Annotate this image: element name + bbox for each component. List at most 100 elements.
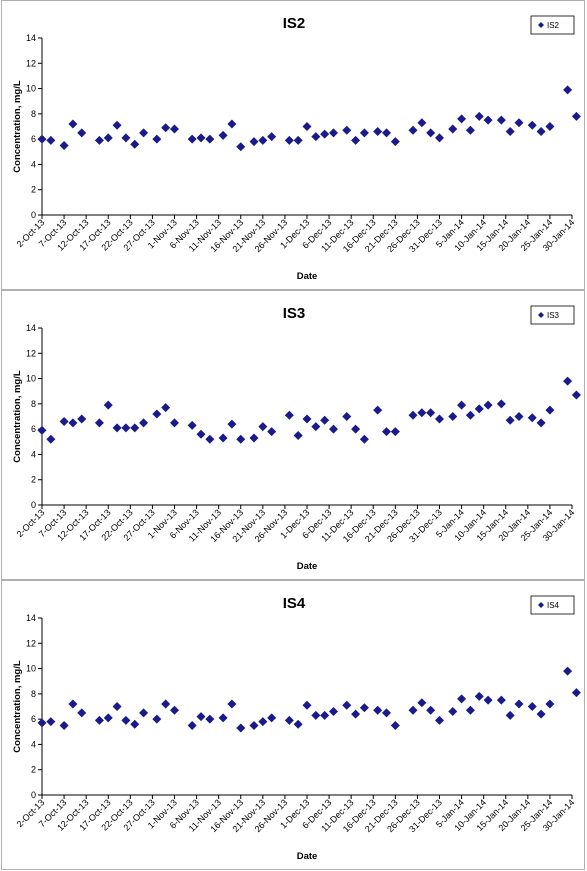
data-point [152, 134, 162, 144]
legend-box [530, 15, 575, 35]
data-point [408, 705, 418, 715]
data-point [218, 130, 228, 140]
data-point [77, 414, 87, 424]
data-point [435, 133, 444, 143]
data-point [68, 699, 78, 709]
y-tick-label: 2 [31, 185, 36, 195]
data-point [302, 122, 312, 131]
data-point [465, 410, 475, 420]
y-tick-label: 6 [31, 714, 36, 724]
data-point [417, 408, 427, 418]
legend-marker [538, 312, 544, 318]
data-point [320, 129, 330, 139]
data-point [187, 134, 197, 144]
data-point [545, 699, 555, 709]
data-point [426, 408, 436, 418]
data-point [311, 422, 321, 432]
data-point [527, 413, 537, 423]
data-point [258, 135, 268, 145]
data-point [112, 423, 122, 433]
data-point [205, 434, 215, 444]
data-point [448, 124, 458, 134]
data-point [249, 433, 259, 443]
data-point [103, 133, 113, 143]
chart-title: IS3 [283, 305, 306, 322]
data-point [571, 688, 581, 698]
y-tick-label: 6 [31, 424, 36, 434]
y-axis-label: Concentration, mg/L [12, 370, 23, 463]
chart-title: IS2 [283, 15, 306, 32]
data-point [457, 400, 467, 410]
data-point [536, 709, 546, 719]
data-point [170, 418, 179, 428]
y-tick-label: 14 [26, 613, 36, 623]
data-point [267, 132, 277, 142]
data-point [112, 120, 122, 130]
legend-label: IS4 [547, 601, 560, 610]
y-tick-label: 6 [31, 134, 36, 144]
chart-panel-is4: IS4 0 2 4 6 8 10 12 14 2-Oct-13 7-Oct-13 12-Oct-13 1… [1, 580, 585, 870]
legend-marker [538, 602, 544, 608]
data-point [77, 708, 87, 718]
data-point [37, 134, 47, 144]
data-point [382, 708, 391, 718]
data-point [474, 691, 484, 701]
data-point [77, 128, 87, 138]
data-point [284, 715, 294, 725]
x-axis-label: Date [297, 851, 318, 862]
data-point [351, 135, 361, 145]
data-point [236, 434, 246, 444]
data-point [474, 111, 484, 121]
data-point [408, 410, 418, 420]
data-point [545, 405, 555, 415]
data-point [311, 710, 321, 720]
data-point [563, 376, 573, 386]
data-point [267, 713, 277, 723]
data-point [196, 429, 206, 439]
data-point [46, 717, 56, 727]
data-point [258, 422, 268, 432]
data-point [139, 708, 149, 718]
y-tick-label: 12 [26, 348, 36, 358]
data-point [236, 142, 246, 152]
y-tick-label: 2 [31, 765, 36, 775]
y-tick-label: 10 [26, 664, 36, 674]
data-point [417, 698, 427, 708]
data-point [329, 128, 338, 138]
data-point [329, 707, 338, 717]
chart-is3: IS3024681012142-Oct-137-Oct-1312-Oct-131… [12, 305, 581, 572]
data-point [302, 414, 312, 424]
data-point [390, 720, 400, 730]
data-point [218, 433, 228, 443]
data-point [359, 703, 369, 713]
data-point [351, 424, 361, 434]
data-point [320, 710, 330, 720]
data-point [536, 127, 546, 137]
data-point [196, 133, 206, 143]
data-point [514, 699, 524, 709]
chart-panel-is2: IS2 0 2 4 6 8 10 12 14 2-Oct-13 7-Oct-13 12-Oct-13 1… [1, 0, 585, 290]
data-point [351, 709, 361, 719]
data-point [46, 135, 56, 145]
y-tick-label: 0 [31, 500, 36, 510]
data-point [205, 134, 215, 144]
y-tick-label: 8 [31, 109, 36, 119]
data-point [267, 427, 277, 437]
data-point [139, 128, 149, 138]
data-point [342, 125, 352, 135]
x-axis-label: Date [297, 561, 318, 572]
data-point [170, 124, 179, 134]
data-point [571, 390, 581, 400]
y-tick-label: 4 [31, 449, 36, 459]
data-point [293, 719, 303, 729]
y-tick-label: 14 [26, 323, 36, 333]
x-axis-label: Date [297, 271, 318, 282]
chart-panel-is3: IS3 0 2 4 6 8 10 12 14 2-Oct-13 7-Oct-13 12-Oct-13 1… [1, 290, 585, 580]
data-point [68, 418, 78, 428]
data-point [426, 705, 436, 715]
data-point [94, 715, 104, 725]
data-point [121, 715, 131, 725]
data-point [46, 434, 56, 444]
data-point [218, 713, 228, 723]
data-point [258, 717, 268, 727]
